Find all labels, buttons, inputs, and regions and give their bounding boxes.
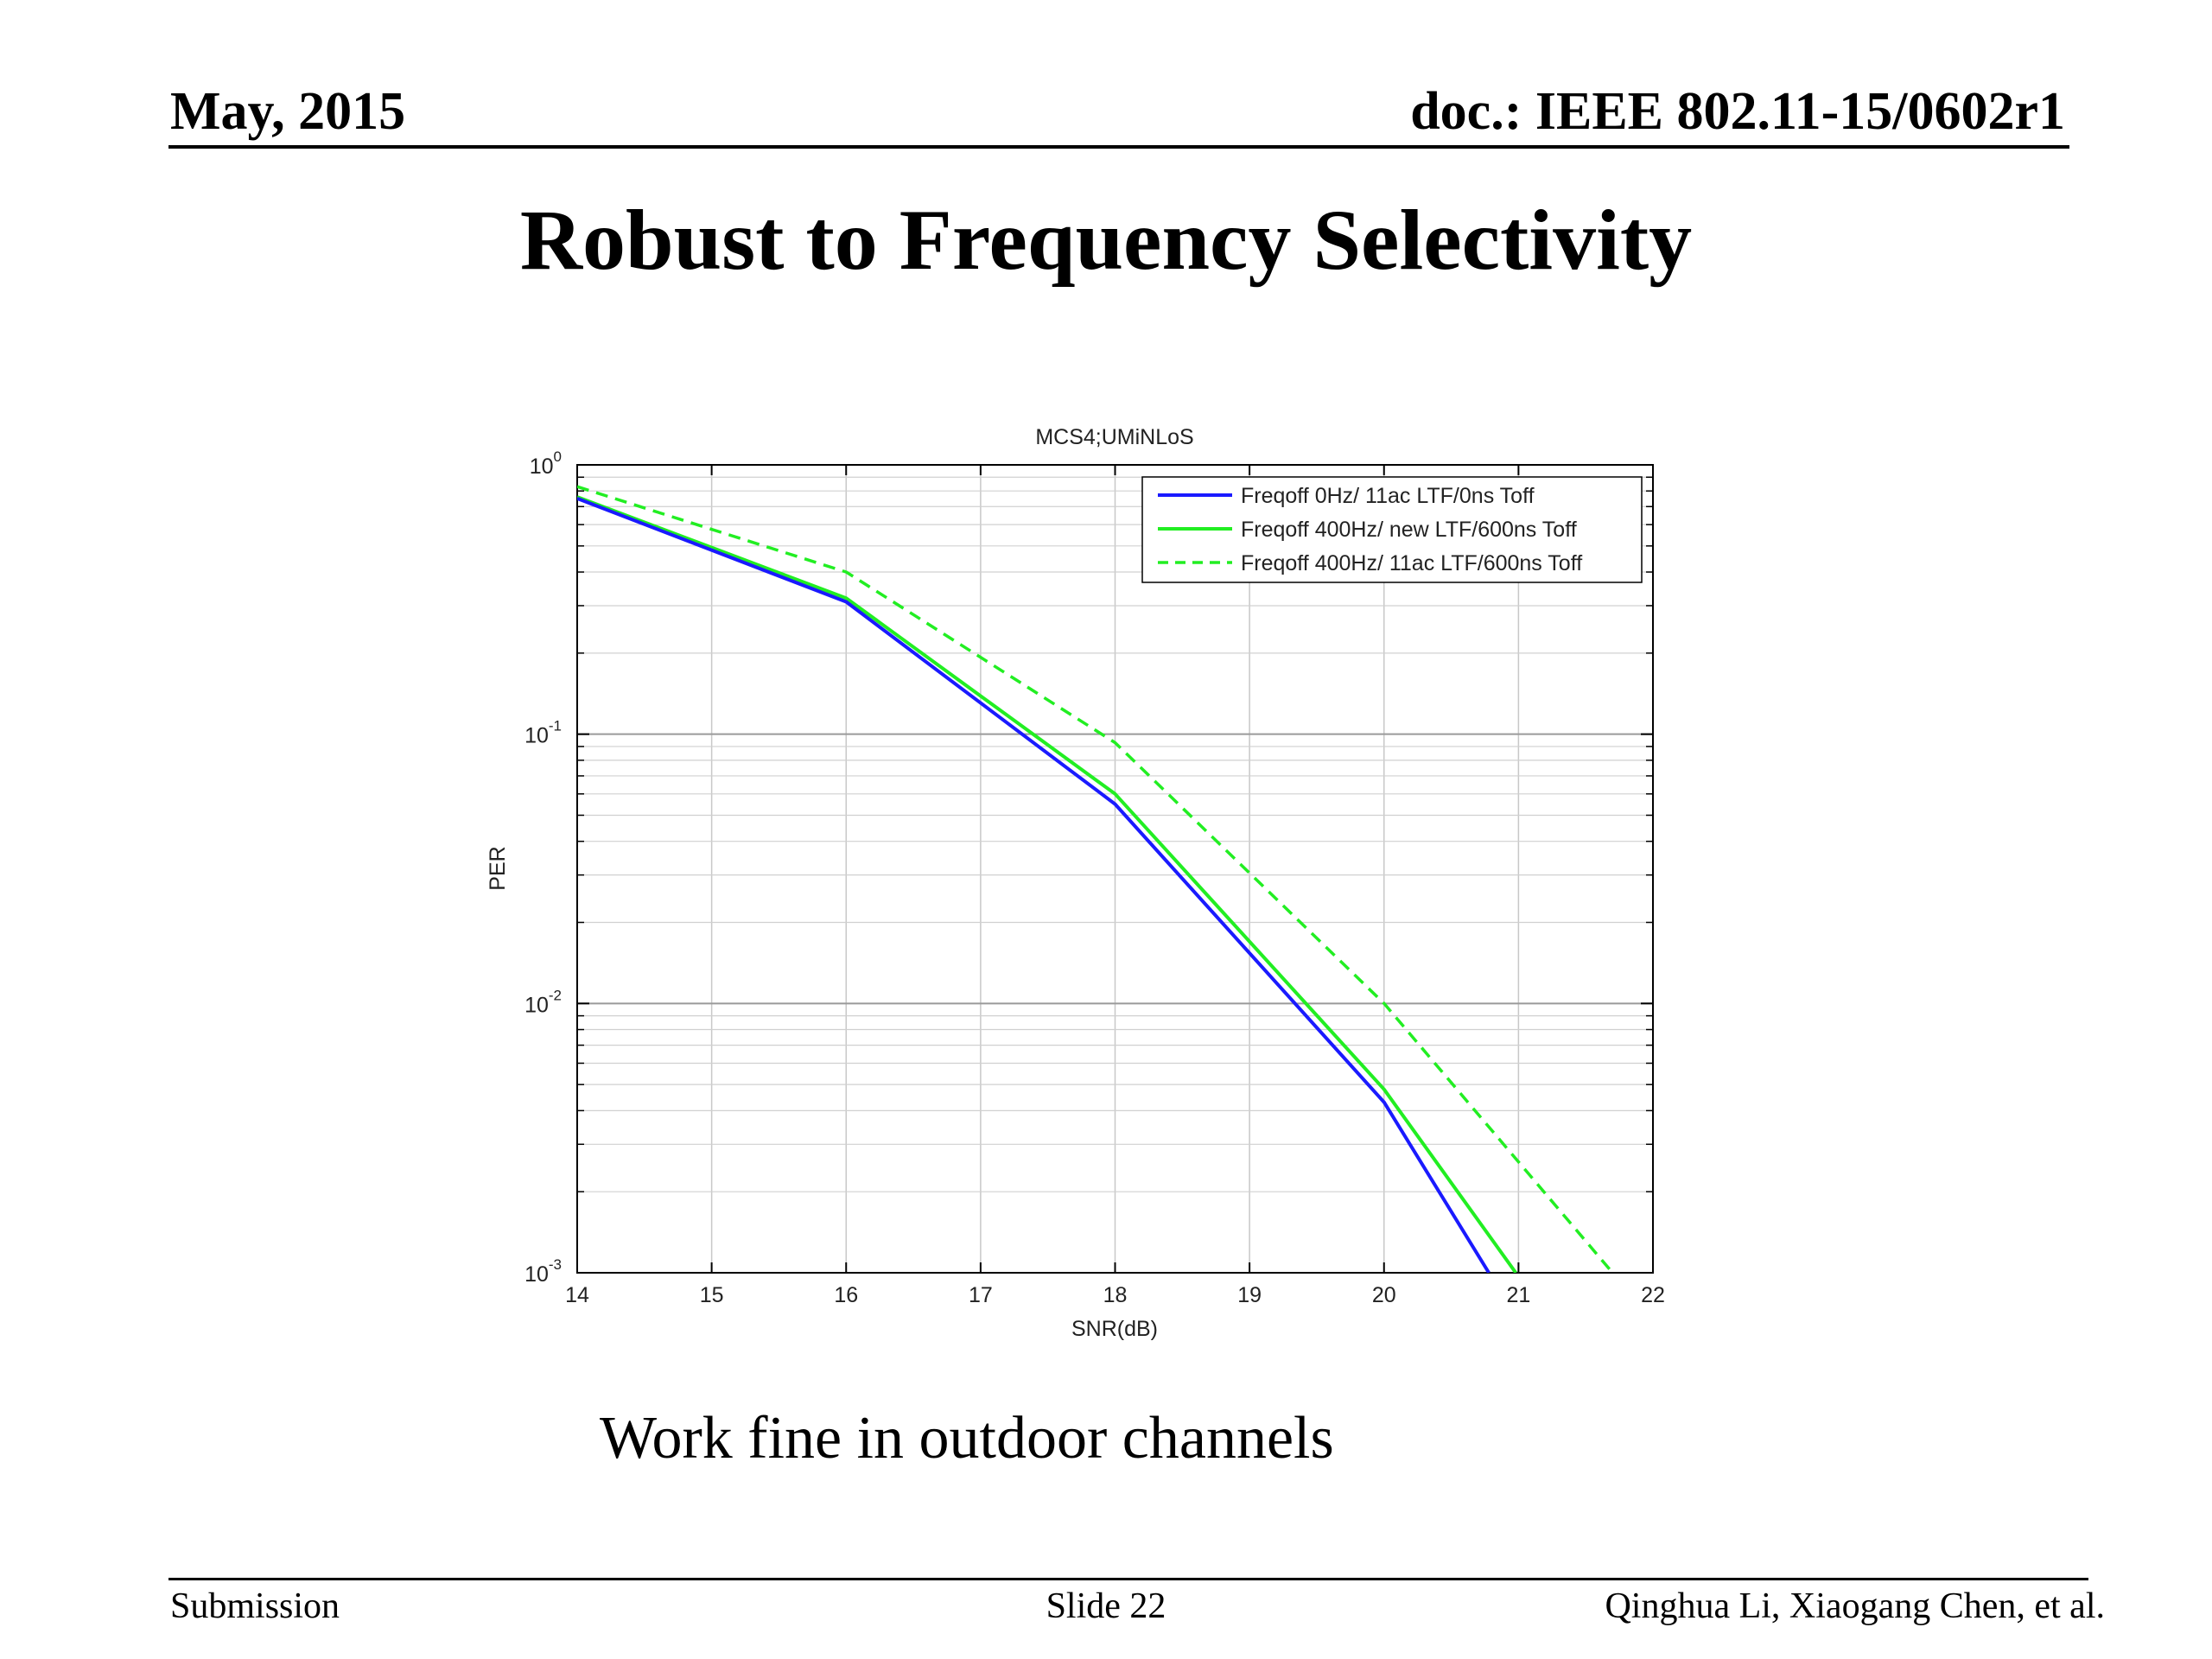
y-tick-base: 10 [524, 993, 549, 1017]
series-line-1 [577, 497, 1491, 1273]
footer-rule [168, 1578, 2088, 1580]
legend: Freqoff 0Hz/ 11ac LTF/0ns Toff Freqoff 4… [1141, 476, 1643, 583]
x-axis-label: SNR(dB) [1071, 1317, 1158, 1341]
series-line-2 [577, 495, 1517, 1273]
slide-caption: Work fine in outdoor channels [600, 1405, 1334, 1471]
y-tick-label: 10-3 [524, 1256, 562, 1287]
chart-title: MCS4;UMiNLoS [1035, 425, 1193, 449]
y-tick-exponent: -2 [549, 987, 562, 1003]
x-tick-label: 22 [1641, 1283, 1665, 1307]
y-tick-exponent: 0 [554, 448, 562, 465]
header-date: May, 2015 [170, 82, 406, 141]
legend-label-3: Freqoff 400Hz/ 11ac LTF/600ns Toff [1241, 551, 1582, 575]
series-line-3 [577, 485, 1614, 1273]
y-tick-label: 100 [530, 448, 562, 479]
x-tick-label: 16 [834, 1283, 858, 1307]
header-rule [168, 145, 2069, 149]
slide-title: Robust to Frequency Selectivity [519, 192, 1693, 288]
y-tick-label: 10-2 [524, 987, 562, 1017]
footer-authors: Qinghua Li, Xiaogang Chen, et al. [1605, 1586, 2105, 1626]
x-tick-label: 20 [1372, 1283, 1396, 1307]
legend-label-1: Freqoff 0Hz/ 11ac LTF/0ns Toff [1241, 484, 1535, 508]
plot-frame [576, 464, 1654, 1274]
y-tick-label: 10-1 [524, 718, 562, 748]
header-doc-id: doc.: IEEE 802.11-15/0602r1 [1410, 82, 2065, 141]
footer-submission: Submission [170, 1586, 340, 1626]
x-tick-label: 19 [1237, 1283, 1262, 1307]
y-tick-exponent: -1 [549, 718, 562, 734]
x-tick-label: 14 [565, 1283, 589, 1307]
series [577, 485, 1614, 1273]
footer-slide-number: Slide 22 [1046, 1586, 1166, 1626]
x-tick-label: 21 [1506, 1283, 1530, 1307]
y-tick-base: 10 [530, 454, 554, 479]
legend-label-2: Freqoff 400Hz/ new LTF/600ns Toff [1241, 518, 1577, 542]
y-tick-exponent: -3 [549, 1256, 562, 1273]
x-tick-label: 17 [969, 1283, 993, 1307]
x-tick-label: 18 [1103, 1283, 1128, 1307]
x-tick-label: 15 [700, 1283, 724, 1307]
y-tick-base: 10 [524, 1262, 549, 1287]
y-tick-base: 10 [524, 724, 549, 748]
y-axis-label: PER [486, 846, 510, 890]
